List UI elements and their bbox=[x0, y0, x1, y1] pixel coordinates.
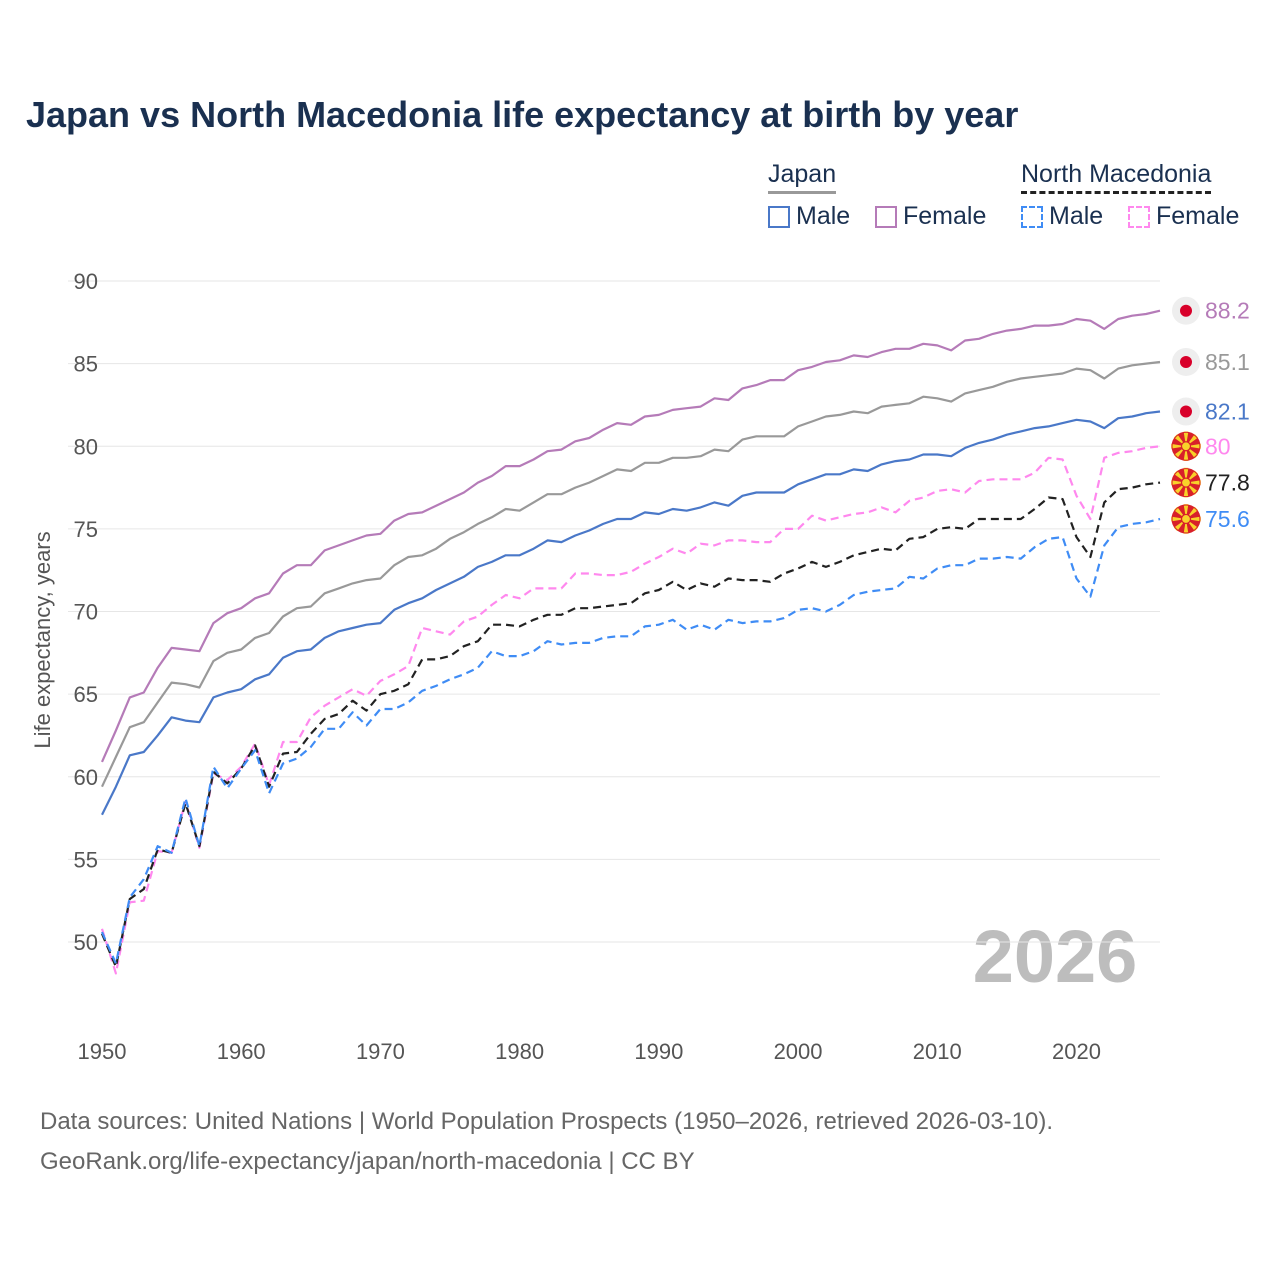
x-tick-label: 2010 bbox=[913, 1039, 962, 1064]
x-tick-label: 2020 bbox=[1052, 1039, 1101, 1064]
y-tick-label: 65 bbox=[74, 682, 98, 707]
macedonia-flag-icon bbox=[1171, 431, 1201, 462]
legend-japan-label: Japan bbox=[768, 160, 837, 194]
end-value-label: 85.1 bbox=[1205, 349, 1250, 375]
legend-japan-female[interactable]: Female bbox=[875, 202, 986, 231]
end-value-label: 82.1 bbox=[1205, 399, 1250, 425]
legend-label: Female bbox=[1156, 202, 1240, 230]
macedonia-flag-icon bbox=[1171, 504, 1201, 534]
end-value-label: 80 bbox=[1205, 433, 1231, 459]
y-axis-label: Life expectancy, years bbox=[30, 531, 55, 748]
legend-label: Male bbox=[796, 202, 851, 230]
y-tick-label: 50 bbox=[74, 930, 98, 955]
footer-sources: Data sources: United Nations | World Pop… bbox=[40, 1108, 1054, 1135]
y-tick-label: 80 bbox=[74, 434, 98, 459]
series-line-jp-female bbox=[100, 309, 1161, 763]
macedonia-flag-icon bbox=[1171, 467, 1201, 498]
y-tick-label: 60 bbox=[74, 765, 98, 790]
legend-japan: Japan Male Female bbox=[768, 160, 986, 230]
x-tick-label: 1960 bbox=[217, 1039, 266, 1064]
series-line-nm-both bbox=[100, 481, 1161, 968]
line-chart: 2026 Life expectancy, years 50 55 60 65 70 75… bbox=[30, 269, 1250, 1064]
y-tick-label: 55 bbox=[74, 847, 98, 872]
legend-north-macedonia: North Macedonia Male Female bbox=[1021, 160, 1239, 230]
legend-north-macedonia-label: North Macedonia bbox=[1021, 160, 1212, 194]
footer-link[interactable]: GeoRank.org/life-expectancy/japan/north-… bbox=[40, 1148, 695, 1175]
legend-swatch-icon bbox=[1021, 205, 1043, 228]
x-tick-label: 1950 bbox=[78, 1039, 127, 1064]
legend-label: Female bbox=[903, 202, 987, 230]
chart-title: Japan vs North Macedonia life expectancy… bbox=[26, 94, 1019, 135]
y-tick-label: 75 bbox=[74, 517, 98, 542]
series-line-nm-male bbox=[100, 517, 1161, 965]
japan-flag-icon bbox=[1172, 397, 1200, 426]
series-line-jp-male bbox=[101, 410, 1161, 816]
x-tick-label: 1980 bbox=[495, 1039, 544, 1064]
japan-flag-icon bbox=[1172, 296, 1200, 325]
x-tick-label: 1970 bbox=[356, 1039, 405, 1064]
year-watermark: 2026 bbox=[973, 915, 1138, 998]
series-line-jp-both bbox=[101, 360, 1161, 788]
x-tick-label: 2000 bbox=[774, 1039, 823, 1064]
x-tick-label: 1990 bbox=[634, 1039, 683, 1064]
legend-swatch-icon bbox=[875, 205, 897, 228]
end-value-label: 88.2 bbox=[1205, 298, 1250, 324]
series-line-nm-female bbox=[100, 445, 1161, 975]
y-tick-label: 70 bbox=[74, 600, 98, 625]
legend-label: Male bbox=[1049, 202, 1104, 230]
legend-swatch-icon bbox=[768, 205, 790, 228]
legend-japan-male[interactable]: Male bbox=[768, 202, 850, 231]
y-tick-label: 90 bbox=[74, 269, 98, 294]
y-tick-label: 85 bbox=[74, 352, 98, 377]
legend-nm-male[interactable]: Male bbox=[1021, 202, 1103, 231]
legend-nm-female[interactable]: Female bbox=[1128, 202, 1239, 231]
end-value-label: 75.6 bbox=[1205, 506, 1250, 532]
japan-flag-icon bbox=[1172, 347, 1200, 376]
legend-swatch-icon bbox=[1128, 205, 1150, 228]
end-value-label: 77.8 bbox=[1205, 470, 1250, 496]
